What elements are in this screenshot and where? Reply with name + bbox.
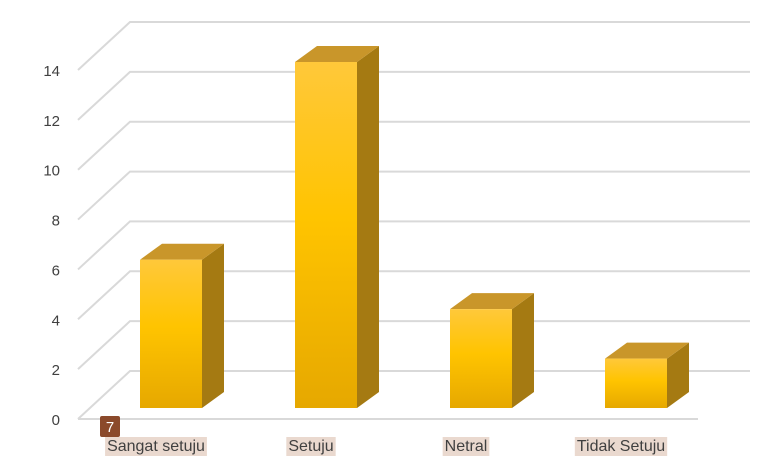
gridline xyxy=(77,220,750,271)
bar xyxy=(295,46,379,408)
y-tick-label: 10 xyxy=(43,163,60,180)
x-category-label: Netral xyxy=(445,438,488,455)
y-tick-label: 14 xyxy=(43,63,60,80)
bar-side-face xyxy=(667,342,689,408)
x-category-label-highlight xyxy=(442,437,490,456)
gridline xyxy=(77,21,750,71)
y-tick-label: 12 xyxy=(43,113,60,130)
gridline xyxy=(77,120,750,171)
bar-front-face xyxy=(450,309,512,408)
bar-side-face xyxy=(512,293,534,408)
x-category-label-highlight xyxy=(286,437,336,456)
bar-top-face xyxy=(450,293,534,310)
x-category-label-highlight xyxy=(105,437,207,456)
bar-side-face xyxy=(202,243,224,408)
bars xyxy=(140,46,689,408)
gridline xyxy=(77,70,750,121)
y-tick-label: 8 xyxy=(52,213,60,230)
gridline xyxy=(77,370,750,420)
annotation-badge: 7 xyxy=(100,416,120,437)
x-category-label: Tidak Setuju xyxy=(577,438,665,455)
bar-front-face xyxy=(605,358,667,408)
bar-front-face xyxy=(140,259,202,408)
grid-layer xyxy=(77,21,750,420)
bar-side-face xyxy=(357,46,379,408)
x-category-label-highlight xyxy=(574,437,668,456)
x-category-label: Sangat setuju xyxy=(107,438,205,455)
y-tick-label: 0 xyxy=(52,412,60,429)
y-tick-label: 2 xyxy=(52,362,60,379)
gridline xyxy=(77,170,750,221)
y-tick-label: 6 xyxy=(52,262,60,279)
y-axis-labels: 0 2 4 6 8 10 12 14 xyxy=(43,63,60,429)
y-tick-label: 4 xyxy=(52,312,60,329)
bar xyxy=(450,293,534,408)
badge-box xyxy=(100,416,120,437)
x-axis-labels: Sangat setuju Setuju Netral Tidak Setuju xyxy=(105,437,668,456)
bar-front-face xyxy=(295,62,357,408)
gridline xyxy=(77,270,750,321)
bar xyxy=(605,342,689,408)
gridline xyxy=(77,320,750,370)
bar xyxy=(140,243,224,408)
bar-top-face xyxy=(295,46,379,62)
x-category-label: Setuju xyxy=(288,438,333,455)
badge-text: 7 xyxy=(106,419,114,436)
bar-top-face xyxy=(140,243,224,260)
bar-top-face xyxy=(605,342,689,359)
